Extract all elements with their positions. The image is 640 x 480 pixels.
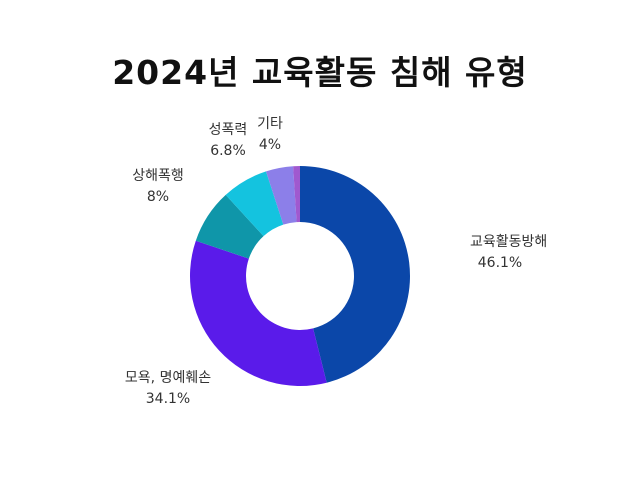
slice-2: [189, 240, 327, 386]
slice-value-label: 34.1%: [146, 391, 190, 407]
slice-label: 모욕, 명예훼손: [125, 370, 211, 386]
slice-1: [300, 166, 411, 383]
slice-3: [195, 194, 264, 259]
slice-value-label: 4%: [259, 137, 281, 153]
slice-label: 기타: [257, 116, 283, 132]
slice-value-label: 6.8%: [210, 143, 246, 159]
slice-4: [225, 171, 284, 237]
slice-label: 교육활동방해: [470, 234, 547, 250]
slice-label: 성폭력: [209, 122, 248, 138]
slice-value-label: 8%: [147, 189, 169, 205]
chart-title: 2024년 교육활동 침해 유형: [112, 53, 528, 92]
slice-value-label: 46.1%: [478, 255, 522, 271]
slice-6: [293, 166, 300, 223]
slice-label: 상해폭행: [132, 168, 184, 184]
slice-5: [266, 166, 297, 225]
